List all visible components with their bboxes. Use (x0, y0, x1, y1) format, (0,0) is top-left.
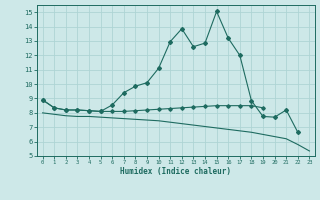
X-axis label: Humidex (Indice chaleur): Humidex (Indice chaleur) (121, 167, 231, 176)
